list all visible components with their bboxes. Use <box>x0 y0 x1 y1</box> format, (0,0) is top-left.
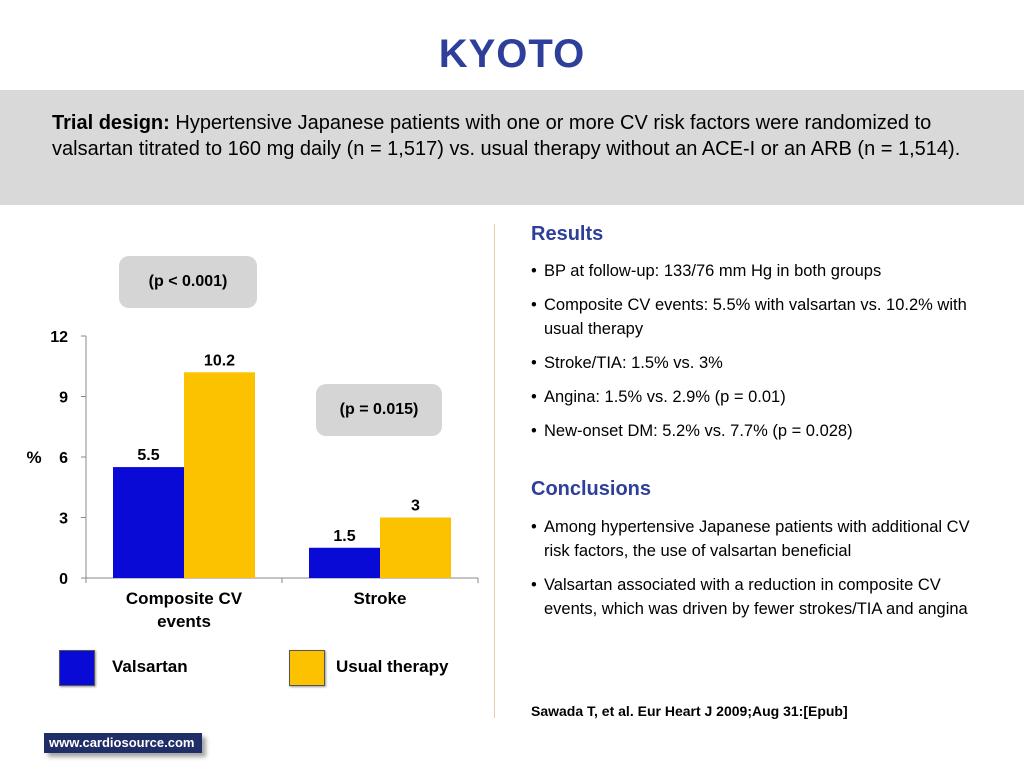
legend-swatch-usual-therapy <box>289 650 325 686</box>
y-tick-label: 6 <box>59 450 68 467</box>
conclusions-item: Valsartan associated with a reduction in… <box>531 573 971 621</box>
legend-swatch-valsartan <box>59 650 95 686</box>
data-label: 1.5 <box>333 528 355 545</box>
trial-design-banner <box>0 90 1024 205</box>
bar-usual-therapy <box>380 517 451 578</box>
results-item: BP at follow-up: 133/76 mm Hg in both gr… <box>531 259 971 283</box>
trial-design-text: Trial design: Hypertensive Japanese pati… <box>52 110 972 162</box>
conclusions-list: Among hypertensive Japanese patients wit… <box>531 515 971 631</box>
citation: Sawada T, et al. Eur Heart J 2009;Aug 31… <box>531 703 848 719</box>
data-label: 10.2 <box>204 352 235 369</box>
p-value-stroke: (p = 0.015) <box>316 384 442 436</box>
trial-design-body: Hypertensive Japanese patients with one … <box>52 112 961 160</box>
trial-design-label: Trial design: <box>52 112 170 134</box>
p-value-composite: (p < 0.001) <box>119 256 257 308</box>
results-heading: Results <box>531 223 604 245</box>
conclusions-item: Among hypertensive Japanese patients wit… <box>531 515 971 563</box>
bar-usual-therapy <box>184 372 255 578</box>
site-badge: www.cardiosource.com <box>44 733 202 753</box>
y-tick-label: 9 <box>59 390 68 407</box>
slide-title: KYOTO <box>438 32 586 76</box>
bar-valsartan <box>113 467 184 578</box>
y-axis-label: % <box>26 448 41 467</box>
legend-label-usual-therapy: Usual therapy <box>336 657 449 676</box>
y-tick-label: 12 <box>50 329 68 346</box>
legend-label-valsartan: Valsartan <box>112 657 188 676</box>
data-label: 5.5 <box>137 447 159 464</box>
x-category-label: Stroke <box>354 589 407 608</box>
x-category-label: events <box>157 612 211 631</box>
results-item: Angina: 1.5% vs. 2.9% (p = 0.01) <box>531 385 971 409</box>
y-tick-label: 3 <box>59 511 68 528</box>
results-item: Stroke/TIA: 1.5% vs. 3% <box>531 351 971 375</box>
y-tick-label: 0 <box>59 571 68 588</box>
conclusions-heading: Conclusions <box>531 478 652 500</box>
results-item: Composite CV events: 5.5% with valsartan… <box>531 293 971 341</box>
x-category-label: Composite CV <box>126 589 243 608</box>
column-divider <box>494 224 495 718</box>
data-label: 3 <box>411 498 420 515</box>
results-list: BP at follow-up: 133/76 mm Hg in both gr… <box>531 259 971 453</box>
bar-valsartan <box>309 547 380 578</box>
bar-chart: 0 3 6 9 12% 5.5 10.2 Composite CV events 1.5 3 Stro… <box>26 329 479 631</box>
results-item: New-onset DM: 5.2% vs. 7.7% (p = 0.028) <box>531 419 971 443</box>
